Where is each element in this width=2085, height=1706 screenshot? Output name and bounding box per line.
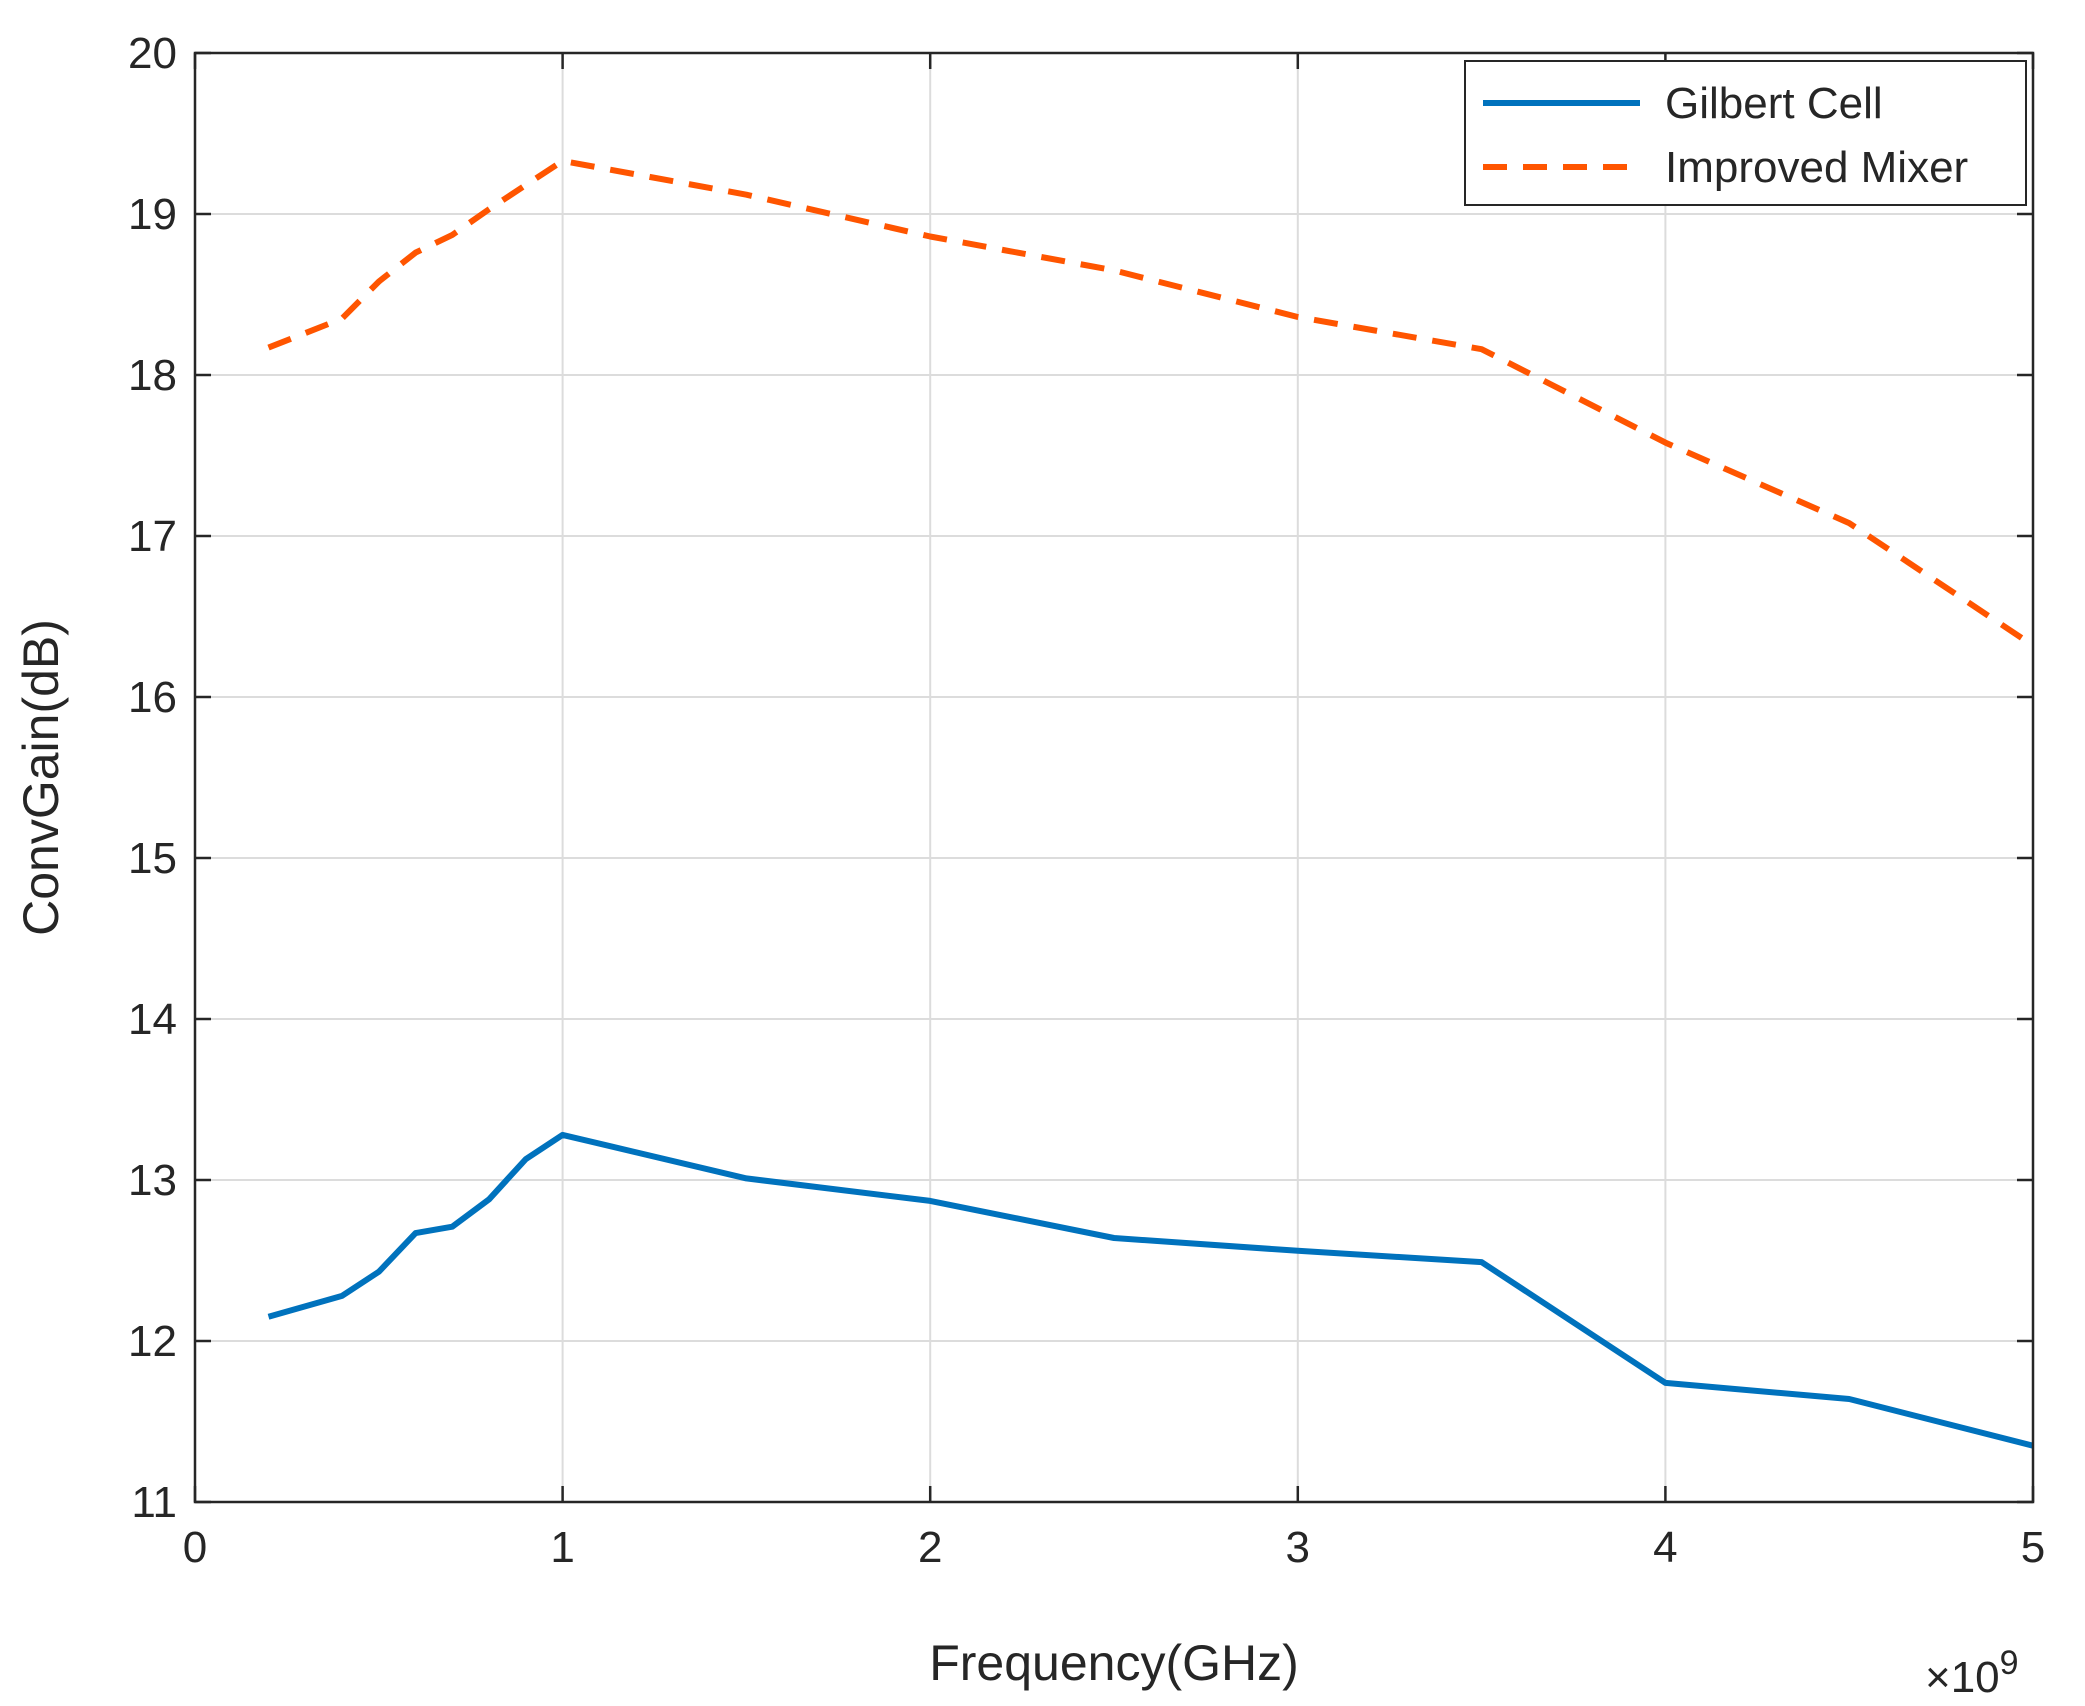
- data-point-gilbert-cell: [1846, 1396, 1852, 1402]
- x-tick-label: 4: [1653, 1523, 1677, 1572]
- data-point-gilbert-cell: [1295, 1248, 1301, 1254]
- y-tick-label: 16: [128, 673, 177, 722]
- x-exponent-base: ×10: [1925, 1653, 2000, 1702]
- y-tick-label: 13: [128, 1156, 177, 1205]
- data-point-gilbert-cell: [927, 1198, 933, 1204]
- data-point-gilbert-cell: [523, 1156, 529, 1162]
- x-tick-label: 0: [183, 1523, 207, 1572]
- data-point-improved-mixer: [1111, 267, 1117, 273]
- data-point-gilbert-cell: [339, 1293, 345, 1299]
- x-tick-label: 1: [550, 1523, 574, 1572]
- data-point-gilbert-cell: [1662, 1380, 1668, 1386]
- x-exponent-power: 9: [2000, 1644, 2019, 1682]
- series-line-improved-mixer: [267, 157, 2035, 648]
- x-tick-label: 2: [918, 1523, 942, 1572]
- grid: [195, 53, 2033, 1502]
- data-point-improved-mixer: [266, 345, 272, 351]
- data-point-improved-mixer: [560, 158, 566, 164]
- series-layer: [266, 157, 2035, 1449]
- labels: Frequency(GHz) ConvGain(dB) ×109: [13, 619, 2019, 1702]
- data-point-gilbert-cell: [413, 1230, 419, 1236]
- data-point-gilbert-cell: [486, 1196, 492, 1202]
- data-point-improved-mixer: [1479, 346, 1485, 352]
- data-point-improved-mixer: [376, 279, 382, 285]
- data-point-gilbert-cell: [376, 1269, 382, 1275]
- data-point-improved-mixer: [927, 234, 933, 240]
- legend-box: [1464, 60, 2027, 206]
- data-point-improved-mixer: [339, 316, 345, 322]
- legend: Gilbert Cell Improved Mixer: [1464, 60, 2027, 206]
- plot-background: [195, 53, 2033, 1502]
- y-tick-label: 20: [128, 29, 177, 78]
- series-line-gilbert-cell: [267, 1131, 2034, 1449]
- data-point-gilbert-cell: [449, 1224, 455, 1230]
- plot-frame: [193, 51, 2035, 1504]
- data-point-improved-mixer: [449, 232, 455, 238]
- y-tick-label: 15: [128, 834, 177, 883]
- data-point-improved-mixer: [1295, 314, 1301, 320]
- legend-label-improved-mixer: Improved Mixer: [1665, 143, 1968, 192]
- data-point-gilbert-cell: [1111, 1235, 1117, 1241]
- data-point-gilbert-cell: [560, 1132, 566, 1138]
- y-tick-label: 11: [131, 1478, 177, 1527]
- x-tick-label: 5: [2021, 1523, 2045, 1572]
- data-point-gilbert-cell: [266, 1314, 272, 1320]
- data-point-gilbert-cell: [743, 1175, 749, 1181]
- x-axis-label: Frequency(GHz): [929, 1635, 1299, 1691]
- data-point-improved-mixer: [1846, 520, 1852, 526]
- y-axis-label: ConvGain(dB): [13, 619, 69, 936]
- legend-label-gilbert-cell: Gilbert Cell: [1665, 79, 1883, 128]
- y-tick-label: 14: [128, 995, 177, 1044]
- data-point-improved-mixer: [486, 206, 492, 212]
- data-point-improved-mixer: [1662, 440, 1668, 446]
- data-point-improved-mixer: [743, 192, 749, 198]
- y-tick-label: 18: [128, 351, 177, 400]
- data-point-gilbert-cell: [1479, 1259, 1485, 1265]
- y-tick-label: 19: [128, 190, 177, 239]
- y-tick-label: 12: [128, 1317, 177, 1366]
- data-point-improved-mixer: [523, 182, 529, 188]
- x-axis-exponent: ×109: [1925, 1644, 2019, 1702]
- data-point-improved-mixer: [413, 250, 419, 256]
- y-tick-label: 17: [128, 512, 177, 561]
- x-tick-label: 3: [1286, 1523, 1310, 1572]
